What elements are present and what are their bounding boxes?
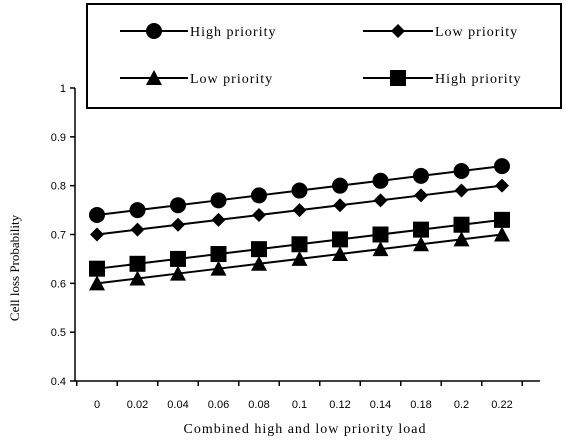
legend-marker-0 bbox=[146, 23, 162, 39]
x-tick-label-4: 0.08 bbox=[248, 399, 269, 411]
plot-area bbox=[89, 158, 510, 291]
data-point-1-2 bbox=[171, 217, 185, 232]
x-tick-label-5: 0.1 bbox=[292, 399, 307, 411]
data-point-0-9 bbox=[453, 163, 470, 180]
data-point-3-7 bbox=[372, 226, 389, 243]
data-point-3-10 bbox=[494, 211, 510, 228]
x-tick-label-6: 0.12 bbox=[329, 399, 350, 411]
y-tick-label-2: 0.6 bbox=[51, 278, 66, 290]
legend-marker-2 bbox=[146, 70, 162, 85]
x-tick-label-0: 0 bbox=[94, 399, 100, 411]
data-point-0-7 bbox=[372, 172, 389, 189]
legend-marker-1 bbox=[391, 24, 405, 38]
data-point-0-6 bbox=[332, 177, 348, 194]
data-point-0-2 bbox=[170, 197, 186, 214]
data-point-2-5 bbox=[291, 250, 308, 266]
y-tick-label-0: 0.4 bbox=[51, 376, 66, 388]
data-point-0-0 bbox=[89, 206, 105, 223]
data-point-0-8 bbox=[413, 167, 429, 184]
data-point-1-9 bbox=[454, 183, 469, 198]
x-axis-title: Combined high and low priority load bbox=[183, 422, 426, 437]
y-tick-label-1: 0.5 bbox=[51, 327, 66, 339]
data-point-3-9 bbox=[453, 216, 470, 233]
y-tick-label-5: 0.9 bbox=[51, 132, 66, 144]
data-point-0-4 bbox=[251, 187, 267, 204]
axes: 0.4 0.5 0.6 0.7 0.8 0.9 1 0 0.02 0.04 0.06 0.08 0.1 0… bbox=[7, 83, 540, 437]
data-point-0-10 bbox=[494, 158, 510, 175]
x-tick-label-7: 0.14 bbox=[370, 399, 391, 411]
legend: High priority Low priority Low priority Hig… bbox=[86, 3, 562, 109]
legend-label-2: Low priority bbox=[190, 72, 273, 87]
data-point-2-3 bbox=[210, 260, 227, 276]
data-point-1-7 bbox=[373, 193, 388, 208]
legend-label-1: Low priority bbox=[435, 25, 518, 40]
data-point-2-9 bbox=[453, 231, 470, 247]
data-point-1-5 bbox=[292, 203, 307, 218]
legend-box bbox=[86, 3, 562, 109]
data-point-1-0 bbox=[90, 227, 104, 242]
data-point-0-3 bbox=[210, 192, 227, 209]
data-point-3-0 bbox=[89, 260, 105, 277]
data-point-0-5 bbox=[291, 182, 308, 199]
y-axis-title: Cell loss Probability bbox=[7, 214, 22, 321]
data-point-3-4 bbox=[251, 241, 267, 258]
data-point-2-6 bbox=[332, 246, 348, 262]
x-tick-label-10: 0.22 bbox=[491, 399, 512, 411]
y-tick-label-6: 1 bbox=[60, 83, 66, 95]
y-tick-label-4: 0.8 bbox=[51, 181, 66, 193]
y-tick-label-3: 0.7 bbox=[51, 230, 66, 242]
data-point-3-3 bbox=[210, 246, 227, 263]
data-point-2-8 bbox=[413, 236, 429, 252]
data-point-2-7 bbox=[372, 241, 389, 257]
x-tick-label-9: 0.2 bbox=[454, 399, 469, 411]
data-point-1-10 bbox=[495, 178, 509, 193]
x-tick-label-1: 0.02 bbox=[127, 399, 148, 411]
data-point-2-4 bbox=[251, 255, 267, 271]
data-point-3-1 bbox=[129, 255, 146, 272]
x-tick-label-2: 0.04 bbox=[167, 399, 188, 411]
data-point-2-1 bbox=[129, 270, 146, 286]
data-point-2-10 bbox=[494, 226, 510, 242]
data-point-1-8 bbox=[414, 188, 428, 203]
data-point-2-2 bbox=[170, 265, 186, 281]
x-tick-label-8: 0.18 bbox=[410, 399, 431, 411]
data-point-1-1 bbox=[130, 222, 145, 237]
x-tick-label-3: 0.06 bbox=[208, 399, 229, 411]
data-point-1-4 bbox=[252, 207, 266, 222]
data-point-3-8 bbox=[413, 221, 429, 238]
legend-marker-3 bbox=[390, 70, 406, 86]
data-point-2-0 bbox=[89, 275, 105, 291]
legend-label-0: High priority bbox=[190, 25, 277, 40]
data-point-0-1 bbox=[129, 202, 146, 219]
legend-label-3: High priority bbox=[435, 72, 522, 87]
data-point-1-6 bbox=[333, 198, 347, 213]
data-point-3-6 bbox=[332, 231, 348, 248]
data-point-3-2 bbox=[170, 250, 186, 267]
data-point-3-5 bbox=[291, 236, 308, 253]
data-point-1-3 bbox=[211, 212, 226, 227]
